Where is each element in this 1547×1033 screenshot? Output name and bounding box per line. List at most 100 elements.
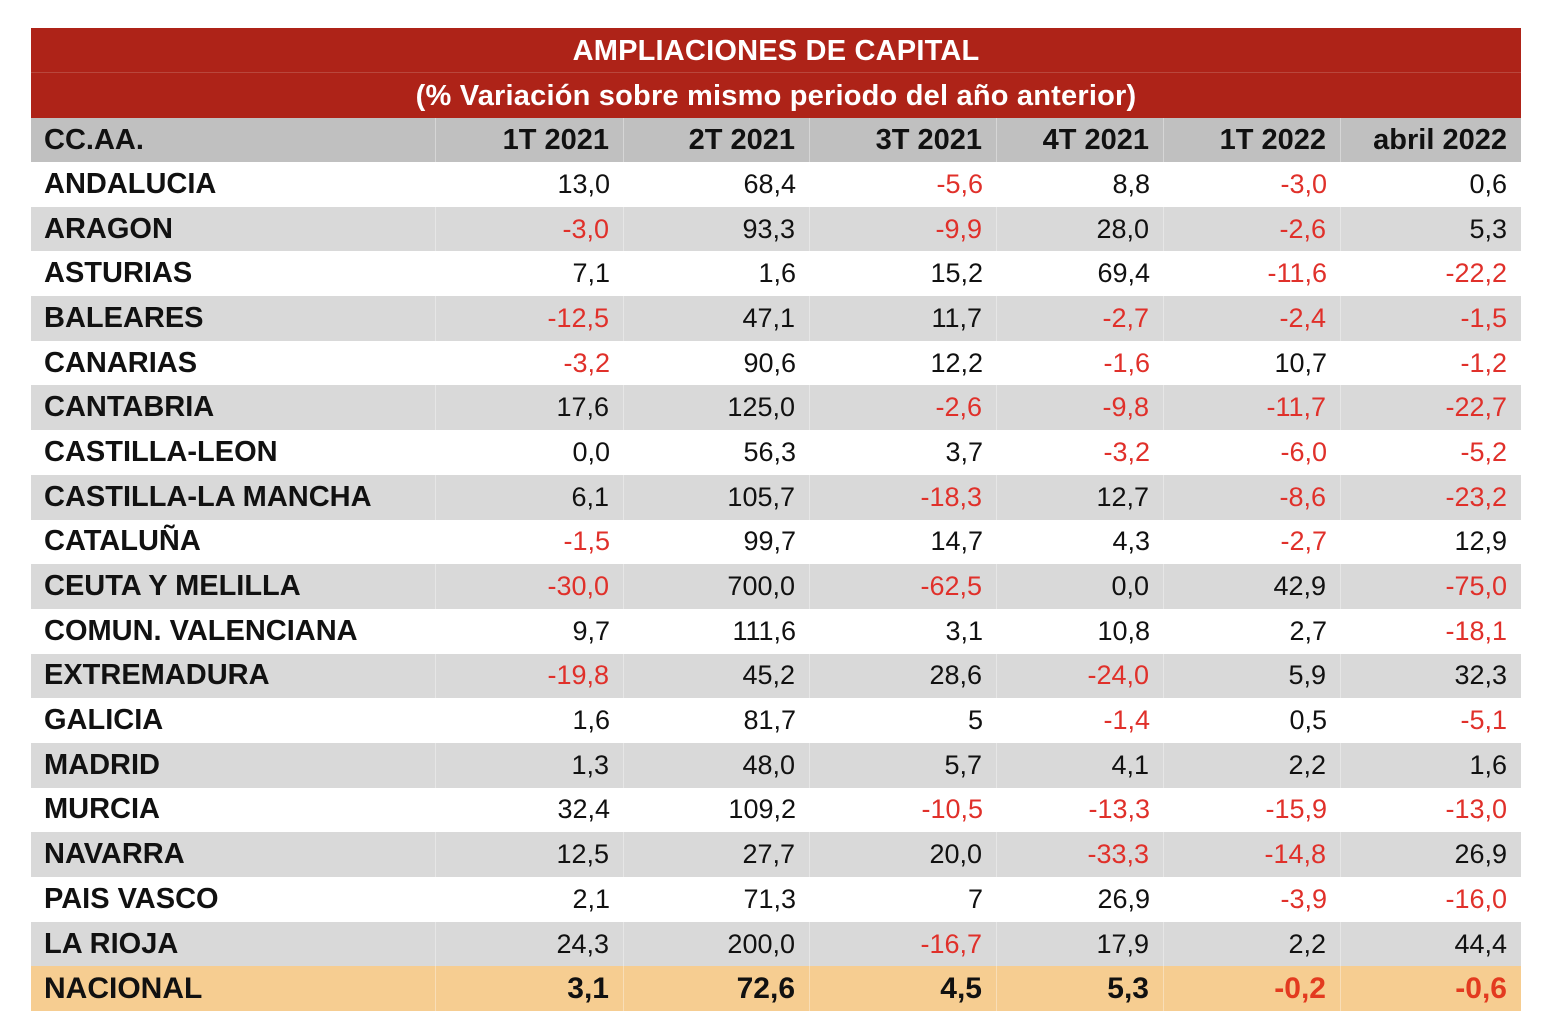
value-cell: -16,0 [1445,883,1507,914]
total-row: NACIONAL 3,1 72,6 4,5 5,3 -0,2 -0,6 [31,966,1521,1012]
table-row: CATALUÑA -1,5 99,7 14,7 4,3 -2,7 12,9 [31,519,1521,565]
value-cell: 6,1 [436,474,624,520]
header-row: CC.AA. 1T 2021 2T 2021 3T 2021 4T 2021 1… [31,118,1521,162]
region-name: CANTABRIA [31,385,436,431]
value-cell: -3,2 [563,347,610,378]
value-cell: 1,6 [758,258,796,289]
region-name: MURCIA [44,793,160,826]
value-cell: -8,6 [1164,474,1341,520]
table-title-band: AMPLIACIONES DE CAPITAL (% Variación sob… [31,28,1521,118]
total-value: -0,6 [1455,971,1507,1005]
value-cell: -18,1 [1445,615,1507,646]
region-name: ANDALUCIA [44,167,217,200]
value-cell: 56,3 [743,436,796,467]
value-cell: 11,7 [810,296,997,341]
value-cell: 24,3 [436,921,624,967]
table-row: ANDALUCIA 13,0 68,4 -5,6 8,8 -3,0 0,6 [31,162,1521,207]
value-cell: -11,7 [1164,385,1341,431]
value-cell: -2,6 [810,385,997,431]
value-cell: 1,6 [572,705,610,736]
value-cell: 1,3 [436,742,624,788]
value-cell: -22,2 [1445,258,1507,289]
table-row: MURCIA 32,4 109,2 -10,5 -13,3 -15,9 -13,0 [31,787,1521,833]
value-cell: 200,0 [624,921,810,967]
total-value: 3,1 [436,966,624,1012]
table-row: CANTABRIA 17,6 125,0 -2,6 -9,8 -11,7 -22,7 [31,385,1521,431]
region-name: CASTILLA-LA MANCHA [31,474,436,520]
value-cell: -22,7 [1445,392,1507,423]
table-body: ANDALUCIA 13,0 68,4 -5,6 8,8 -3,0 0,6 ARAGON -3,… [31,162,1521,967]
value-cell: -1,5 [563,526,610,557]
value-cell: 93,3 [624,206,810,252]
value-cell: 12,2 [930,347,983,378]
value-cell: 8,8 [1112,168,1150,199]
value-cell: -62,5 [810,564,997,609]
table-row: NAVARRA 12,5 27,7 20,0 -33,3 -14,8 26,9 [31,832,1521,877]
table-row: ARAGON -3,0 93,3 -9,9 28,0 -2,6 5,3 [31,206,1521,252]
value-cell: -3,0 [436,206,624,252]
value-cell: 1,6 [1469,749,1507,780]
value-cell: 12,5 [436,832,624,877]
total-value: 5,3 [997,966,1164,1012]
value-cell: -14,8 [1164,832,1341,877]
value-cell: 45,2 [624,653,810,699]
value-cell: -3,9 [1280,883,1327,914]
value-cell: -9,8 [997,385,1164,431]
value-cell: 99,7 [743,526,796,557]
value-cell: 10,7 [1274,347,1327,378]
value-cell: -75,0 [1445,571,1507,602]
value-cell: 3,1 [945,615,983,646]
value-cell: 47,1 [624,296,810,341]
region-name: LA RIOJA [31,921,436,967]
region-name: CANARIAS [44,346,198,379]
region-name: CATALUÑA [44,525,201,558]
region-name: GALICIA [44,704,164,737]
value-cell: -23,2 [1445,481,1507,512]
value-cell: -5,2 [1460,436,1507,467]
value-cell: 15,2 [930,258,983,289]
column-header-1t-2021: 1T 2021 [436,118,624,162]
value-cell: 28,0 [997,206,1164,252]
value-cell: 12,9 [1454,526,1507,557]
value-cell: -10,5 [921,794,983,825]
value-cell: 17,6 [436,385,624,431]
value-cell: -1,4 [1103,705,1150,736]
value-cell: -16,7 [810,921,997,967]
value-cell: 0,0 [572,436,610,467]
value-cell: -2,7 [1280,526,1327,557]
value-cell: -13,0 [1445,794,1507,825]
table-row: ASTURIAS 7,1 1,6 15,2 69,4 -11,6 -22,2 [31,251,1521,297]
value-cell: 17,9 [997,921,1164,967]
region-name: NAVARRA [31,832,436,877]
value-cell: 7 [967,883,983,914]
value-cell: 0,6 [1469,168,1507,199]
value-cell: -6,0 [1280,436,1327,467]
value-cell: 32,3 [1454,660,1507,691]
value-cell: 13,0 [557,168,610,199]
value-cell: -30,0 [436,564,624,609]
capital-increases-table: AMPLIACIONES DE CAPITAL (% Variación sob… [31,28,1521,1012]
value-cell: 3,7 [945,436,983,467]
value-cell: -19,8 [436,653,624,699]
value-cell: 111,6 [732,615,796,646]
table-row: MADRID 1,3 48,0 5,7 4,1 2,2 1,6 [31,742,1521,788]
total-value: 72,6 [624,966,810,1012]
value-cell: -24,0 [997,653,1164,699]
value-cell: 9,7 [572,615,610,646]
value-cell: 26,9 [1097,883,1150,914]
value-cell: 10,8 [1097,615,1150,646]
region-name: ASTURIAS [44,257,193,290]
value-cell: 4,3 [1112,526,1150,557]
table-row: CEUTA Y MELILLA -30,0 700,0 -62,5 0,0 42,9 -75… [31,564,1521,609]
column-header-region: CC.AA. [31,118,436,162]
value-cell: 44,4 [1454,928,1507,959]
table-row: GALICIA 1,6 81,7 5 -1,4 0,5 -5,1 [31,698,1521,743]
total-value: -0,2 [1164,966,1341,1012]
region-name: MADRID [31,742,436,788]
value-cell: 2,7 [1289,615,1327,646]
table-row: CASTILLA-LA MANCHA 6,1 105,7 -18,3 12,7 -8,6 -… [31,474,1521,520]
value-cell: -1,6 [1103,347,1150,378]
value-cell: 81,7 [743,705,796,736]
value-cell: 109,2 [728,794,796,825]
value-cell: 26,9 [1454,839,1507,870]
